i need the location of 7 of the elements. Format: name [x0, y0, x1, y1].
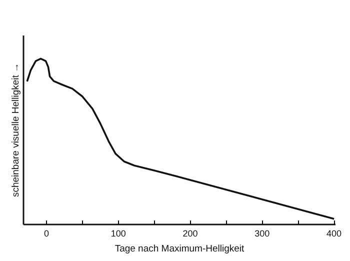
- x-tick-label: 100: [110, 228, 126, 238]
- x-tick-label: 0: [44, 228, 50, 238]
- y-axis-title: scheinbare visuelle Helligkeit →: [10, 62, 22, 198]
- x-tick-label: 400: [326, 228, 342, 238]
- x-tick-label: 300: [254, 228, 270, 238]
- x-tick-label: 200: [182, 228, 198, 238]
- x-axis-title: Tage nach Maximum-Helligkeit: [114, 244, 245, 254]
